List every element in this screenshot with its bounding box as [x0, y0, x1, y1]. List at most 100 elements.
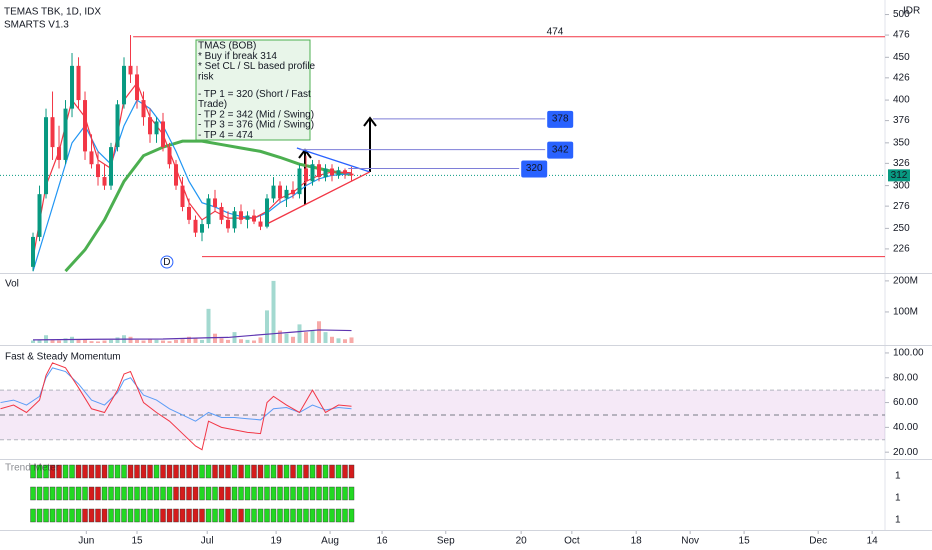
- candle-body: [271, 185, 276, 199]
- trend-cell: [108, 486, 114, 501]
- trend-cell: [82, 486, 88, 501]
- candle-body: [330, 168, 335, 176]
- trend-cell: [121, 486, 127, 501]
- trend-cell: [257, 486, 264, 501]
- candle-body: [141, 100, 146, 118]
- volume-bar: [219, 338, 224, 343]
- volume-bar: [336, 338, 341, 343]
- volume-bar: [44, 335, 49, 343]
- candle-body: [252, 215, 257, 222]
- trend-cell: [342, 464, 348, 479]
- candle-body: [31, 236, 36, 267]
- trend-cell: [62, 464, 69, 479]
- trend-cell: [199, 486, 205, 501]
- target-label: 378: [552, 114, 569, 125]
- trend-cell: [140, 486, 147, 501]
- trend-cell: [49, 486, 56, 501]
- trend-cell: [231, 486, 238, 501]
- volume-bar: [258, 337, 263, 343]
- candle-body: [213, 198, 218, 207]
- volume-bar: [252, 340, 257, 343]
- trend-cell: [192, 464, 199, 479]
- trend-cell: [225, 508, 231, 523]
- trend-cell: [309, 486, 316, 501]
- volume-bar: [193, 338, 198, 343]
- trend-cell: [251, 508, 257, 523]
- note-box: [195, 39, 311, 141]
- note-line: * Buy if break 314: [198, 51, 277, 62]
- volume-bar: [232, 332, 237, 343]
- volume-bar: [310, 330, 315, 343]
- trend-cell: [36, 464, 43, 479]
- trend-cell: [114, 464, 121, 479]
- trend-cell: [348, 464, 355, 479]
- trend-cell: [329, 508, 335, 523]
- trend-cell: [127, 464, 134, 479]
- trend-cell: [30, 508, 36, 523]
- trend-cell: [205, 486, 212, 501]
- x-tick-label: Jun: [78, 536, 94, 547]
- x-tick-label: Jul: [201, 536, 214, 547]
- trend-cell: [153, 486, 160, 501]
- trend-cell: [303, 508, 309, 523]
- volume-bar: [323, 332, 328, 343]
- trend-cell: [153, 508, 160, 523]
- y-tick-label: 350: [893, 137, 910, 148]
- trend-cell: [36, 486, 43, 501]
- trend-cell: [95, 486, 101, 501]
- candle-body: [187, 206, 192, 220]
- volume-bar: [226, 339, 231, 343]
- candle-body: [317, 164, 322, 178]
- last-price-label: 312: [891, 170, 908, 181]
- target-label: 320: [526, 163, 543, 174]
- trend-cell: [62, 508, 69, 523]
- x-tick-label: 16: [376, 536, 388, 547]
- trend-cell: [95, 508, 101, 523]
- trend-cell: [49, 508, 56, 523]
- note-line: risk: [198, 72, 215, 83]
- trend-cell: [264, 464, 270, 479]
- y-tick-label: 450: [893, 52, 910, 63]
- trend-cell: [43, 464, 49, 479]
- y-tick-label: 326: [893, 158, 910, 169]
- trend-cell: [179, 464, 186, 479]
- trend-cell: [101, 464, 108, 479]
- trend-cell: [43, 508, 49, 523]
- trend-cell: [56, 486, 62, 501]
- trend-cell: [166, 508, 173, 523]
- candle-body: [109, 147, 114, 186]
- trend-cell: [238, 508, 244, 523]
- trend-cell: [309, 464, 316, 479]
- volume-bar: [115, 337, 120, 343]
- candle-body: [37, 194, 42, 237]
- candle-body: [122, 65, 127, 105]
- trend-cell: [101, 508, 108, 523]
- trend-cell: [322, 508, 329, 523]
- trend-cell: [147, 508, 153, 523]
- trend-cell: [173, 486, 179, 501]
- x-tick-label: 20: [516, 536, 528, 547]
- volume-bar: [148, 339, 153, 343]
- target-box: [547, 141, 574, 159]
- trend-cell: [335, 464, 342, 479]
- trend-cell: [335, 508, 342, 523]
- trend-cell: [62, 486, 69, 501]
- candle-body: [232, 211, 237, 229]
- candle-body: [349, 173, 354, 176]
- volume-bar: [31, 340, 36, 343]
- volume-bar: [128, 336, 133, 343]
- trend-cell: [322, 464, 329, 479]
- volume-bar: [50, 339, 55, 343]
- trend-cell: [82, 464, 88, 479]
- trend-cell: [322, 486, 329, 501]
- trend-cell: [290, 508, 296, 523]
- candle-body: [310, 164, 315, 182]
- trend-cell: [277, 508, 283, 523]
- trend-cell: [244, 464, 251, 479]
- note-line: - TP 2 = 342 (Mid / Swing): [198, 109, 314, 120]
- volume-bar: [174, 339, 179, 343]
- volume-bar: [161, 340, 166, 343]
- y-tick-label: 60.00: [893, 397, 918, 408]
- trend-cell: [88, 464, 95, 479]
- volume-bar: [304, 332, 309, 343]
